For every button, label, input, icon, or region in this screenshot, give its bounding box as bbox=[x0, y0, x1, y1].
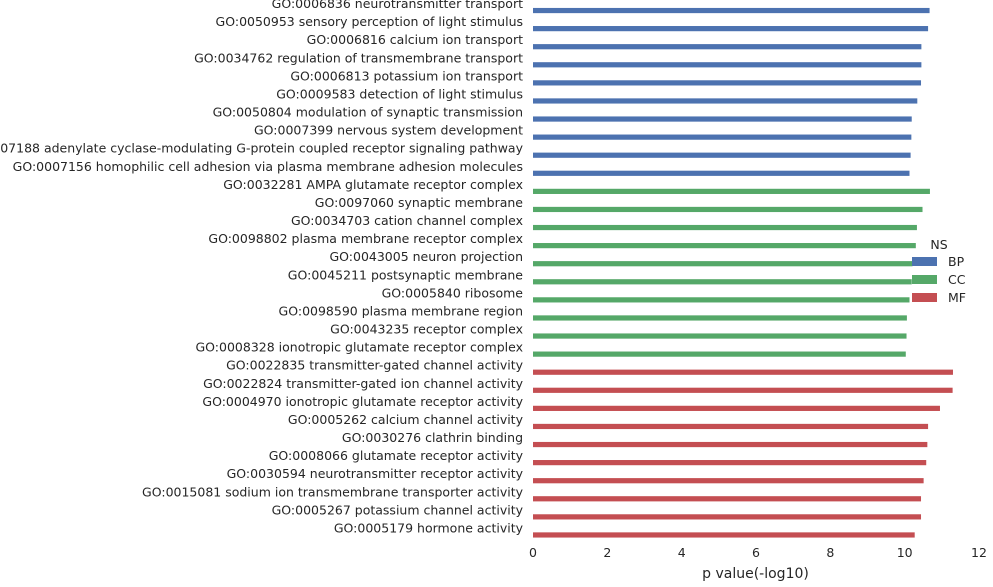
category-label: GO:0006836 neurotransmitter transport bbox=[272, 0, 523, 11]
bars-group bbox=[533, 7, 953, 538]
category-labels: GO:0006836 neurotransmitter transport GO:… bbox=[0, 0, 524, 535]
category-label: GO:0034703 cation channel complex bbox=[291, 213, 523, 228]
bar bbox=[533, 62, 922, 68]
category-label: GO:0005267 potassium channel activity bbox=[272, 502, 524, 517]
bar bbox=[533, 206, 923, 213]
bar bbox=[533, 351, 906, 357]
category-label: GO:0015081 sodium ion transmembrane tran… bbox=[142, 484, 524, 499]
category-label: GO:0006813 potassium ion transport bbox=[290, 68, 523, 83]
category-label: GO:0007399 nervous system development bbox=[254, 123, 523, 138]
category-label: GO:0098802 plasma membrane receptor comp… bbox=[208, 231, 523, 246]
bar bbox=[533, 423, 929, 430]
x-tick-label: 10 bbox=[897, 545, 913, 560]
x-tick-label: 4 bbox=[678, 545, 686, 560]
x-tick-label: 0 bbox=[529, 545, 537, 560]
category-label: GO:0006816 calcium ion transport bbox=[307, 32, 523, 47]
bar bbox=[533, 116, 912, 122]
category-label: GO:0005262 calcium channel activity bbox=[288, 412, 524, 427]
legend-label: BP bbox=[948, 254, 965, 269]
x-axis-label: p value(-log10) bbox=[702, 566, 809, 582]
bar bbox=[533, 44, 922, 50]
bar bbox=[533, 315, 907, 321]
category-label: GO:0043235 receptor complex bbox=[330, 322, 523, 337]
bar bbox=[533, 170, 910, 176]
category-label: GO:0030276 clathrin binding bbox=[342, 430, 523, 445]
legend: NS BP CC MF bbox=[912, 237, 966, 305]
category-label: GO:0004970 ionotropic glutamate receptor… bbox=[202, 394, 523, 409]
category-label: GO:0005179 hormone activity bbox=[334, 520, 524, 535]
bar bbox=[533, 333, 907, 339]
bar bbox=[533, 532, 915, 538]
bar bbox=[533, 441, 928, 448]
bar bbox=[533, 134, 912, 140]
bar bbox=[533, 405, 940, 411]
bar bbox=[533, 297, 910, 303]
legend-title: NS bbox=[930, 237, 947, 252]
bar bbox=[533, 496, 922, 502]
bar bbox=[533, 152, 911, 158]
x-tick-label: 6 bbox=[752, 545, 760, 560]
bar bbox=[533, 98, 918, 104]
category-label: GO:0043005 neuron projection bbox=[329, 249, 523, 264]
x-tick-label: 12 bbox=[971, 545, 987, 560]
legend-label: CC bbox=[948, 272, 966, 287]
bar bbox=[533, 7, 930, 14]
bar bbox=[533, 188, 930, 194]
bar bbox=[533, 80, 922, 86]
x-axis-ticks: 0 2 4 6 8 10 12 bbox=[529, 545, 987, 560]
bar bbox=[533, 224, 917, 231]
legend-swatch bbox=[912, 275, 937, 284]
bar bbox=[533, 460, 927, 466]
category-label: GO:0034762 regulation of transmembrane t… bbox=[194, 50, 523, 65]
category-label: GO:0032281 AMPA glutamate receptor compl… bbox=[223, 177, 523, 192]
category-label: GO:0098590 plasma membrane region bbox=[279, 303, 523, 318]
category-label: GO:0007156 homophilic cell adhesion via … bbox=[13, 159, 523, 174]
x-tick-label: 8 bbox=[826, 545, 834, 560]
bar bbox=[533, 478, 924, 484]
bar bbox=[533, 261, 913, 267]
category-label: GO:0022824 transmitter-gated ion channel… bbox=[203, 376, 524, 391]
bar bbox=[533, 369, 953, 375]
bar bbox=[533, 387, 953, 393]
category-label: GO:0045211 postsynaptic membrane bbox=[288, 267, 524, 282]
category-label: GO:0030594 neurotransmitter receptor act… bbox=[227, 466, 524, 481]
legend-label: MF bbox=[948, 290, 966, 305]
x-tick-label: 2 bbox=[603, 545, 611, 560]
legend-swatch bbox=[912, 293, 937, 302]
category-label: GO:0008066 glutamate receptor activity bbox=[269, 448, 524, 463]
legend-swatch bbox=[912, 257, 937, 266]
category-label: GO:0005840 ribosome bbox=[382, 285, 524, 300]
bar bbox=[533, 26, 929, 32]
category-label: GO:0050953 sensory perception of light s… bbox=[216, 14, 523, 29]
bar bbox=[533, 279, 912, 285]
category-label: GO:0050804 modulation of synaptic transm… bbox=[213, 105, 523, 120]
category-label: GO:0007188 adenylate cyclase-modulating … bbox=[0, 141, 524, 156]
category-label: GO:0008328 ionotropic glutamate receptor… bbox=[196, 340, 524, 355]
category-label: GO:0097060 synaptic membrane bbox=[315, 195, 524, 210]
bar bbox=[533, 514, 922, 520]
category-label: GO:0009583 detection of light stimulus bbox=[276, 86, 523, 101]
bar bbox=[533, 243, 916, 249]
category-label: GO:0022835 transmitter-gated channel act… bbox=[226, 358, 523, 373]
